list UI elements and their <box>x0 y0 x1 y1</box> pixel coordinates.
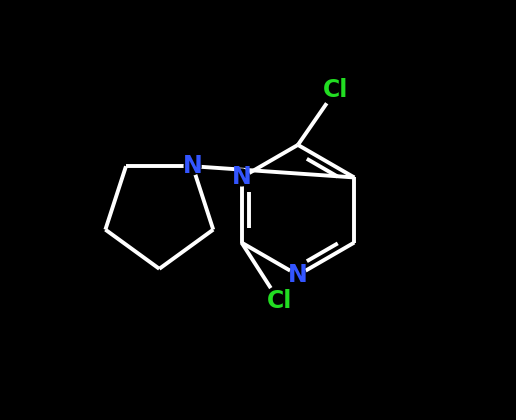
Circle shape <box>184 158 201 175</box>
Text: Cl: Cl <box>323 78 348 102</box>
Text: N: N <box>183 154 202 178</box>
Text: N: N <box>288 263 308 287</box>
Circle shape <box>320 75 351 105</box>
Text: N: N <box>232 165 251 189</box>
Circle shape <box>233 169 250 186</box>
Text: Cl: Cl <box>267 289 292 313</box>
Circle shape <box>289 267 307 284</box>
Circle shape <box>264 286 295 317</box>
